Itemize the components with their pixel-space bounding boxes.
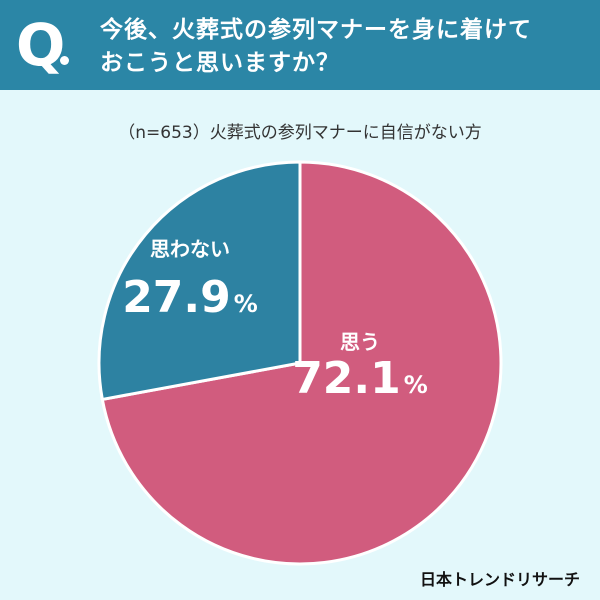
question-line-2: おこうと思いますか？ [100, 50, 340, 76]
q-dot [60, 56, 69, 65]
q-label: Q [16, 11, 66, 79]
question-header: Q 今後、火葬式の参列マナーを身に着けて おこうと思いますか？ [0, 0, 600, 90]
pie-slice-yes [100, 160, 503, 566]
slice-label-yes: 思う [340, 330, 380, 354]
slice-label-no: 思わない [150, 237, 230, 261]
slice-value-no: 27.9% [122, 272, 258, 323]
brand-footer: 日本トレンドリサーチ [419, 570, 580, 589]
pie-slice-no [97, 160, 302, 401]
slice-value-yes: 72.1% [292, 353, 428, 404]
question-text: 今後、火葬式の参列マナーを身に着けて おこうと思いますか？ [100, 14, 590, 80]
chart-subtitle: （n=653）火葬式の参列マナーに自信がない方 [118, 123, 482, 143]
question-line-1: 今後、火葬式の参列マナーを身に着けて [100, 17, 532, 43]
